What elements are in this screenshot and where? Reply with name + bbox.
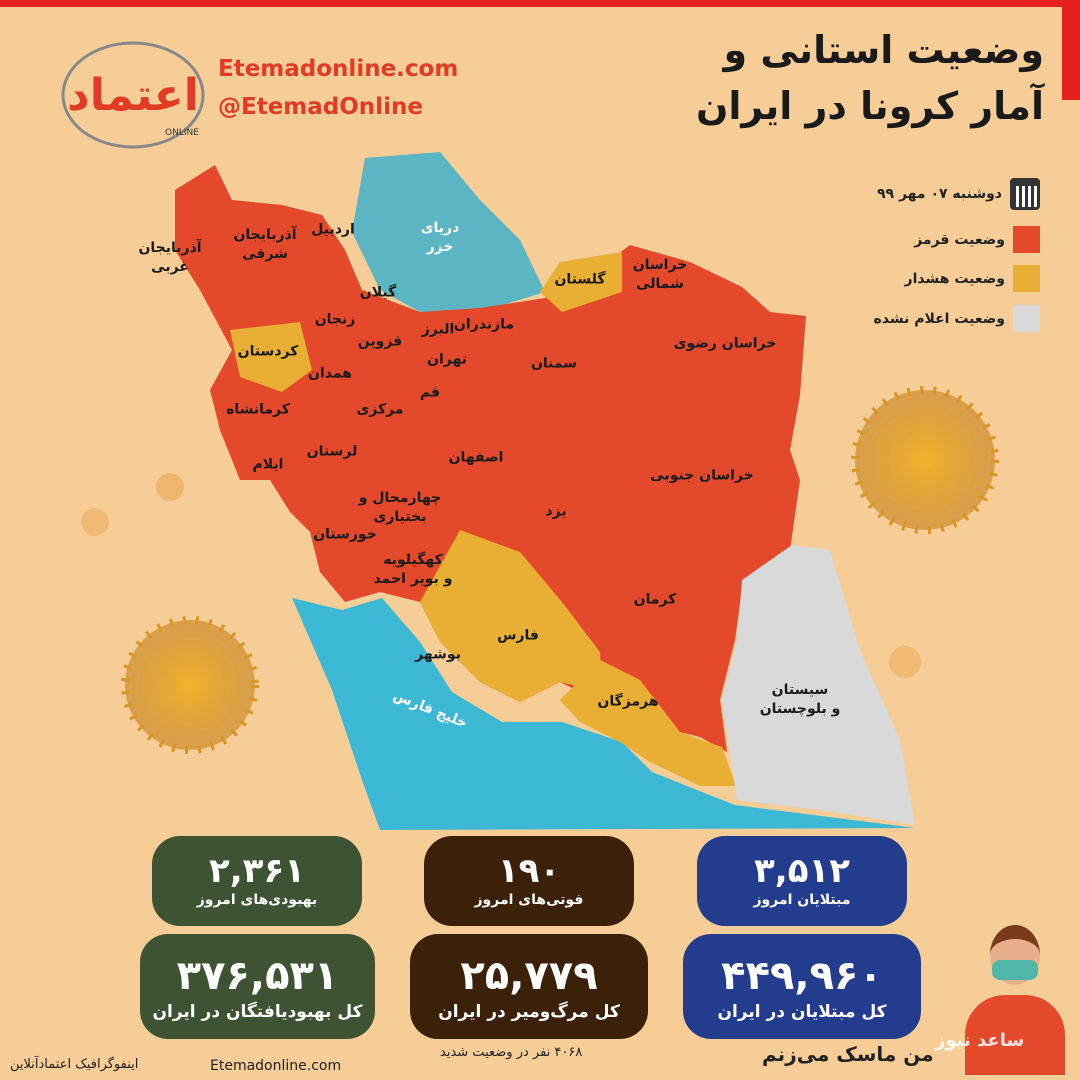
etemad-logo: اعتماد ONLINE — [55, 35, 210, 155]
legend-item-warning: وضعیت هشدار — [905, 265, 1040, 292]
svg-text:اعتماد: اعتماد — [67, 70, 199, 121]
province-label: سمنان — [530, 355, 578, 372]
red-swatch — [1013, 226, 1040, 253]
persian-gulf — [292, 598, 915, 830]
province-label: خوزستان — [313, 526, 377, 543]
svg-text:ONLINE: ONLINE — [165, 128, 199, 138]
province-label: همدان — [308, 365, 352, 382]
province-label: البرز — [421, 321, 455, 338]
province-label: چهارمحال و بختیاری — [358, 490, 442, 525]
watermark: ساعد نیوز — [935, 1030, 1025, 1051]
deaths-today-card: ۱۹۰ فوتی‌های امروز — [424, 836, 634, 926]
province-label: بوشهر — [415, 646, 461, 663]
virus-decorations — [81, 386, 999, 754]
website-label: Etemadonline.com — [218, 56, 459, 82]
kurdistan-region — [230, 322, 312, 392]
footer-website: Etemadonline.com — [210, 1058, 342, 1074]
handle-label: @EtemadOnline — [218, 94, 423, 120]
sistan-region — [722, 545, 915, 825]
date-text: دوشنبه ۰۷ مهر ۹۹ — [876, 186, 1002, 202]
legend-item-red: وضعیت قرمز — [914, 226, 1040, 253]
mask-slogan: من ماسک می‌زنم — [762, 1042, 934, 1066]
recovered-today-card: ۲,۳۶۱ بهبودی‌های امروز — [152, 836, 362, 926]
legend-label: وضعیت هشدار — [904, 270, 1005, 287]
critical-note: ۴۰۶۸ نفر در وضعیت شدید — [440, 1045, 583, 1060]
province-label: کردستان — [237, 343, 299, 360]
province-label: یزد — [545, 503, 567, 520]
province-label: فارس — [497, 627, 539, 644]
recovered-total-card: ۳۷۶,۵۳۱ کل بهبودیافتگان در ایران — [140, 934, 375, 1039]
caspian-sea — [352, 152, 545, 312]
province-label: تهران — [427, 351, 467, 368]
province-label: گیلان — [359, 284, 397, 301]
deaths-total-card: ۲۵,۷۷۹ کل مرگ‌ومیر در ایران — [410, 934, 648, 1039]
province-label: آذربایجان غربی — [138, 240, 202, 275]
cases-today-card: ۳,۵۱۲ مبتلایان امروز — [697, 836, 907, 926]
province-label: کهگیلویه و بویر احمد — [373, 552, 453, 587]
province-label: خراسان شمالی — [632, 257, 688, 292]
caspian-label: دریای خزر — [420, 220, 460, 255]
yellow-swatch — [1013, 265, 1040, 292]
province-label: ایلام — [252, 456, 284, 473]
gray-swatch — [1013, 305, 1040, 332]
legend-label: وضعیت قرمز — [914, 231, 1005, 248]
title-line-1: وضعیت استانی و — [723, 28, 1045, 72]
province-label: اردبیل — [311, 221, 355, 238]
province-label: زنجان — [314, 311, 356, 328]
province-label: سیستان و بلوچستان — [759, 682, 841, 717]
province-label: خراسان رضوی — [673, 335, 777, 352]
title-line-2: آمار کرونا در ایران — [695, 84, 1044, 128]
credit-text: اینفوگرافیک اعتمادآنلاین — [10, 1057, 139, 1072]
province-label: مرکزی — [356, 401, 404, 418]
legend-item-none: وضعیت اعلام نشده — [873, 305, 1040, 332]
calendar-icon — [1010, 178, 1040, 210]
fars-region — [420, 530, 602, 702]
province-label: کرمان — [633, 591, 677, 608]
province-label: خراسان جنوبی — [650, 467, 754, 484]
red-tab — [1062, 0, 1080, 100]
hormozgan-region — [560, 660, 736, 786]
legend-date: دوشنبه ۰۷ مهر ۹۹ — [877, 178, 1040, 210]
province-label: قم — [419, 384, 441, 401]
province-label: آذربایجان شرقی — [233, 227, 297, 262]
cases-total-card: ۴۴۹,۹۶۰ کل مبتلایان در ایران — [683, 934, 921, 1039]
golestan-region — [540, 252, 622, 312]
red-region — [175, 165, 806, 752]
province-label: هرمزگان — [597, 693, 659, 710]
province-label: اصفهان — [448, 449, 504, 466]
province-label: مازندران — [453, 316, 515, 333]
page-title: وضعیت استانی و آمار کرونا در ایران — [696, 22, 1044, 134]
masked-person-illustration — [960, 925, 1070, 1075]
province-label: گلستان — [554, 271, 606, 288]
province-label: لرستان — [306, 443, 358, 460]
top-bar — [0, 0, 1080, 7]
province-label: قزوین — [357, 333, 403, 350]
province-label: کرمانشاه — [226, 401, 290, 418]
legend-label: وضعیت اعلام نشده — [873, 310, 1005, 327]
